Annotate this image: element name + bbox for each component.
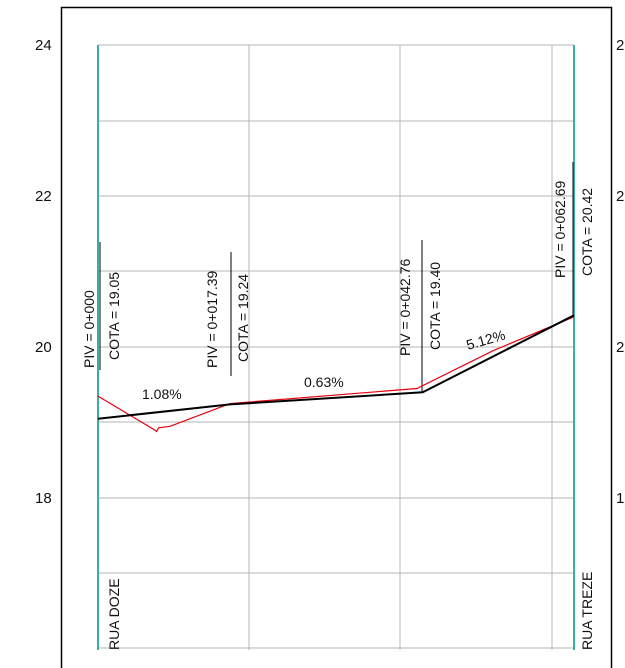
terrain-profile-line — [97, 316, 575, 433]
cota-label-2: COTA = 19.40 — [427, 262, 443, 350]
cota-label-0: COTA = 19.05 — [106, 272, 122, 360]
y-label-right: 2 — [616, 37, 624, 54]
vertex-ticks — [99, 162, 574, 392]
design-profile-line — [97, 314, 575, 420]
piv-label-1: PIV = 0+017.39 — [204, 270, 220, 368]
y-label-left: 18 — [35, 490, 52, 507]
street-name-right: RUA TREZE — [579, 572, 595, 650]
grade-label-1: 0.63% — [304, 374, 344, 390]
drawing-frame — [60, 6, 613, 668]
street-name-left: RUA DOZE — [106, 578, 122, 650]
cota-label-1: COTA = 19.24 — [235, 274, 251, 362]
y-label-right: 1 — [616, 490, 624, 507]
y-label-left: 24 — [35, 37, 52, 54]
piv-label-3: PIV = 0+062.69 — [552, 180, 568, 278]
y-label-left: 22 — [35, 188, 52, 205]
y-label-left: 20 — [35, 339, 52, 356]
piv-label-2: PIV = 0+042.76 — [397, 258, 413, 356]
y-label-right: 2 — [616, 339, 624, 356]
cota-label-3: COTA = 20.42 — [579, 188, 595, 276]
grid — [98, 44, 574, 650]
y-label-right: 2 — [616, 188, 624, 205]
grade-label-0: 1.08% — [142, 386, 182, 402]
piv-label-0: PIV = 0+000 — [81, 290, 97, 368]
grade-label-2: 5.12% — [464, 327, 507, 353]
